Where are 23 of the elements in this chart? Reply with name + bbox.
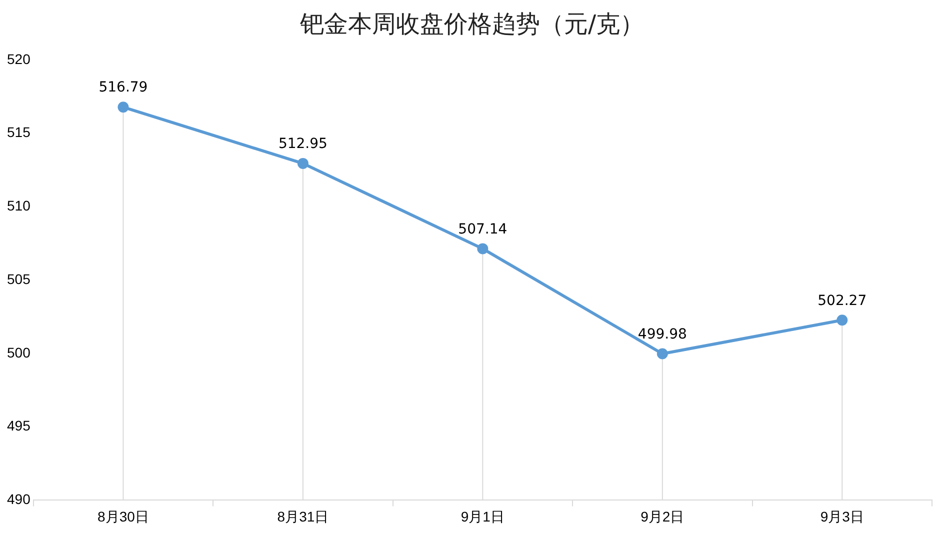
y-tick-label: 500 — [7, 344, 31, 360]
data-label: 512.95 — [278, 136, 328, 152]
point — [656, 348, 668, 360]
y-tick-label: 510 — [7, 198, 31, 214]
point — [836, 314, 848, 326]
y-tick-label: 505 — [7, 270, 31, 287]
x-tick-label: 8月31日 — [277, 508, 329, 524]
point — [297, 158, 308, 169]
data-label: 507.14 — [458, 221, 508, 238]
data-label: 499.98 — [638, 326, 687, 342]
data-label: 502.27 — [818, 292, 867, 309]
point — [477, 243, 488, 254]
data-label: 516.79 — [98, 80, 148, 96]
y-tick-label: 515 — [7, 124, 31, 140]
y-tick-label: 490 — [7, 491, 31, 508]
chart-title: 钯金本周收盘价格趋势（元/克） — [298, 9, 646, 40]
x-tick-label: 9月2日 — [640, 508, 684, 524]
point — [118, 102, 129, 113]
x-tick-label: 9月1日 — [460, 508, 504, 524]
y-tick-label: 495 — [7, 418, 31, 434]
x-tick-label: 9月3日 — [820, 508, 864, 524]
x-tick-label: 8月30日 — [98, 508, 149, 524]
y-tick-label: 520 — [7, 50, 31, 67]
